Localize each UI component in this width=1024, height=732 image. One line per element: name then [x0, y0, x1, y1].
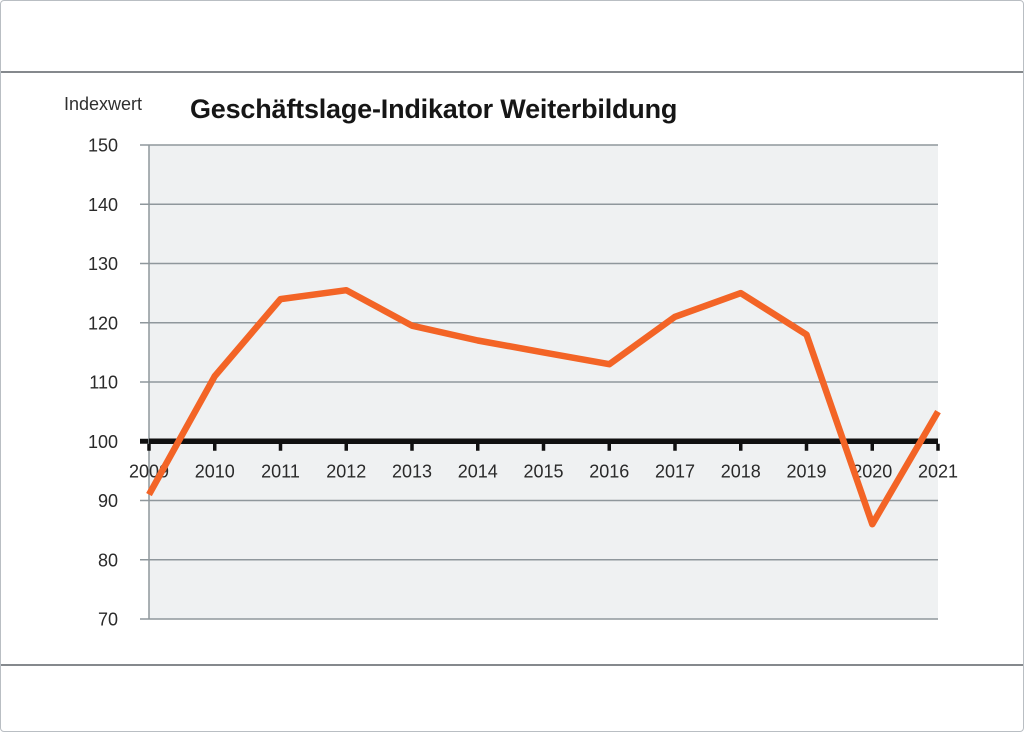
x-tick-label: 2017	[655, 461, 695, 481]
y-tick-label: 90	[98, 491, 118, 511]
x-tick	[476, 443, 480, 451]
x-tick	[870, 443, 874, 451]
x-tick	[278, 443, 283, 451]
x-tick-label: 2011	[261, 461, 300, 481]
x-tick-label: 2016	[589, 461, 629, 481]
y-axis-title: Indexwert	[64, 94, 143, 114]
x-tick	[344, 443, 348, 451]
y-tick-label: 150	[88, 136, 118, 156]
x-tick-label: 2013	[392, 461, 432, 481]
x-tick-label: 2015	[523, 461, 563, 481]
data-line	[146, 286, 941, 528]
y-tick-label: 110	[89, 373, 118, 393]
y-tick-label: 80	[98, 550, 118, 570]
x-tick	[804, 443, 809, 451]
x-tick	[213, 443, 217, 451]
y-tick-label: 130	[88, 254, 118, 274]
x-tick	[936, 443, 940, 451]
x-tick	[607, 443, 611, 451]
x-tick	[410, 443, 414, 451]
x-tick-label: 2018	[721, 461, 761, 481]
x-tick	[147, 443, 151, 451]
y-tick-label: 70	[98, 610, 118, 630]
x-tick-label: 2020	[852, 461, 892, 481]
x-tick-label: 2010	[195, 461, 235, 481]
x-tick	[541, 443, 546, 451]
x-tick-label: 2012	[326, 461, 366, 481]
x-tick-label: 2021	[918, 461, 958, 481]
x-tick	[739, 443, 743, 451]
y-tick-label: 140	[88, 195, 118, 215]
y-tick-label: 120	[88, 313, 118, 333]
chart-title: Geschäftslage-Indikator Weiterbildung	[190, 94, 678, 124]
x-tick-label: 2019	[786, 461, 826, 481]
x-tick	[673, 443, 677, 451]
x-tick-label: 2014	[458, 461, 498, 481]
y-tick-label: 100	[88, 432, 118, 452]
